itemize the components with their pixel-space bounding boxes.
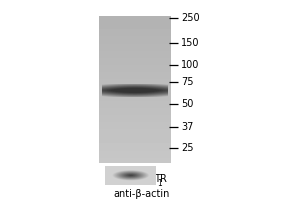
Text: 150: 150 bbox=[181, 38, 200, 48]
Text: R: R bbox=[160, 174, 167, 184]
Text: 37: 37 bbox=[181, 122, 194, 132]
Text: 75: 75 bbox=[181, 77, 194, 87]
Text: 1: 1 bbox=[157, 179, 162, 188]
Text: 100: 100 bbox=[181, 60, 200, 70]
Text: anti-AT: anti-AT bbox=[128, 174, 162, 184]
Text: 25: 25 bbox=[181, 143, 194, 153]
Text: anti-β-actin: anti-β-actin bbox=[113, 189, 169, 199]
Text: 50: 50 bbox=[181, 99, 194, 109]
Text: 250: 250 bbox=[181, 13, 200, 23]
